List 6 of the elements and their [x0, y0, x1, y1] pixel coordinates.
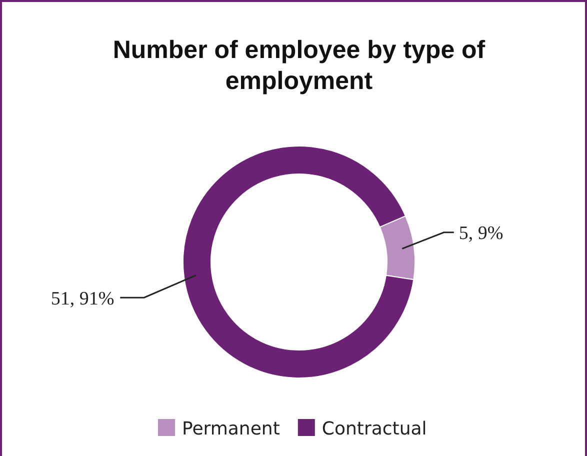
data-label: 51, 91%: [50, 288, 114, 310]
legend-label: Permanent: [182, 418, 280, 440]
legend-label: Contractual: [322, 418, 427, 440]
chart-title: Number of employee by type of employment: [112, 36, 486, 95]
donut-slice: [182, 146, 414, 378]
data-label: 5, 9%: [458, 223, 504, 244]
